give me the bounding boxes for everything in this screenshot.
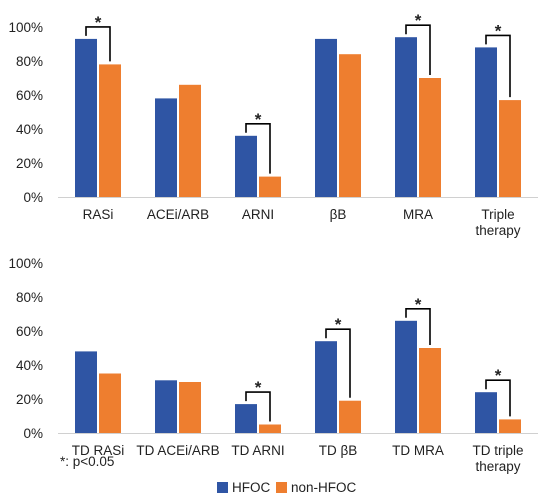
significance-star-mra: *	[415, 11, 422, 30]
bar-hfoc-td-mra	[395, 320, 417, 433]
y-tick-label-80: 80%	[16, 290, 43, 305]
legend-label-non-hfoc: non-HFOC	[291, 480, 357, 495]
significance-star-td-arni: *	[255, 378, 262, 397]
bar-hfoc-triple-therapy	[475, 47, 497, 198]
bar-hfoc-rasi	[75, 38, 97, 198]
bar-hfoc-td-rasi	[75, 351, 97, 433]
legend-label-hfoc: HFOC	[232, 480, 270, 495]
legend: HFOC non-HFOC	[217, 480, 357, 495]
x-tick-label-mra: MRA	[403, 207, 433, 222]
y-tick-label-80: 80%	[16, 54, 43, 69]
bar-non-hfoc-b	[339, 54, 361, 198]
significance-bracket-td-arni	[245, 391, 271, 422]
y-tick-label-0: 0%	[23, 426, 43, 441]
x-tick-label-b: βB	[330, 207, 347, 222]
significance-footnote: *: p<0.05	[60, 454, 114, 469]
significance-star-triple-therapy: *	[495, 21, 502, 40]
y-tick-label-60: 60%	[16, 88, 43, 103]
bar-non-hfoc-rasi	[99, 64, 121, 198]
y-tick-label-40: 40%	[16, 122, 43, 137]
significance-star-td-b: *	[335, 315, 342, 334]
chart-panel-top: 0% 20% 40% 60% 80% 100% RASi * ACEi/ARB ARNI * βB MR…	[8, 11, 538, 238]
y-tick-label-60: 60%	[16, 324, 43, 339]
x-tick-label-rasi: RASi	[83, 207, 114, 222]
x-tick-label-td-arni: TD ARNI	[231, 443, 284, 458]
y-tick-label-100: 100%	[8, 256, 43, 271]
bar-non-hfoc-acei-arb	[179, 84, 201, 197]
bar-non-hfoc-td-b	[339, 400, 361, 433]
x-tick-label-td-triple-therapy: TD triple therapy	[472, 443, 523, 474]
x-tick-label-td-acei-arb: TD ACEi/ARB	[136, 443, 219, 458]
significance-bracket-arni	[245, 123, 271, 174]
bar-hfoc-acei-arb	[155, 98, 177, 197]
y-tick-label-100: 100%	[8, 20, 43, 35]
bar-non-hfoc-td-rasi	[99, 373, 121, 433]
significance-bracket-td-mra	[405, 307, 431, 345]
bar-non-hfoc-td-triple-therapy	[499, 419, 521, 433]
x-tick-label-arni: ARNI	[242, 207, 274, 222]
significance-star-td-mra: *	[415, 295, 422, 314]
significance-bracket-td-triple-therapy	[485, 379, 511, 417]
y-tick-label-40: 40%	[16, 358, 43, 373]
bar-non-hfoc-td-mra	[419, 348, 441, 433]
bar-hfoc-mra	[395, 37, 417, 198]
significance-bracket-mra	[405, 24, 431, 75]
bar-non-hfoc-mra	[419, 78, 441, 197]
bar-non-hfoc-td-arni	[259, 424, 281, 433]
significance-star-arni: *	[255, 110, 262, 129]
bar-non-hfoc-triple-therapy	[499, 100, 521, 197]
bar-hfoc-b	[315, 38, 337, 198]
bar-non-hfoc-td-acei-arb	[179, 382, 201, 433]
significance-bracket-rasi	[85, 26, 111, 62]
x-tick-label-td-rasi: TD RASi	[72, 443, 125, 458]
significance-star-td-triple-therapy: *	[495, 366, 502, 385]
bar-non-hfoc-arni	[259, 176, 281, 197]
x-tick-label-td-mra: TD MRA	[392, 443, 444, 458]
x-tick-label-td-b: TD βB	[319, 443, 358, 458]
legend-swatch-hfoc	[217, 482, 228, 493]
bar-hfoc-td-acei-arb	[155, 380, 177, 433]
chart-panel-bottom: 0% 20% 40% 60% 80% 100% TD RASi TD ACEi/ARB TD A…	[8, 256, 538, 474]
x-tick-label-acei-arb: ACEi/ARB	[147, 207, 209, 222]
legend-swatch-non-hfoc	[276, 482, 287, 493]
x-tick-label-triple-therapy: Triple therapy	[475, 207, 520, 238]
y-tick-label-20: 20%	[16, 392, 43, 407]
bar-hfoc-td-b	[315, 341, 337, 433]
bar-hfoc-td-triple-therapy	[475, 392, 497, 433]
bar-hfoc-arni	[235, 135, 257, 197]
significance-bracket-triple-therapy	[485, 34, 511, 98]
significance-bracket-td-b	[325, 328, 351, 398]
significance-star-rasi: *	[95, 13, 102, 32]
y-tick-label-0: 0%	[23, 190, 43, 205]
bar-hfoc-td-arni	[235, 404, 257, 433]
y-tick-label-20: 20%	[16, 156, 43, 171]
